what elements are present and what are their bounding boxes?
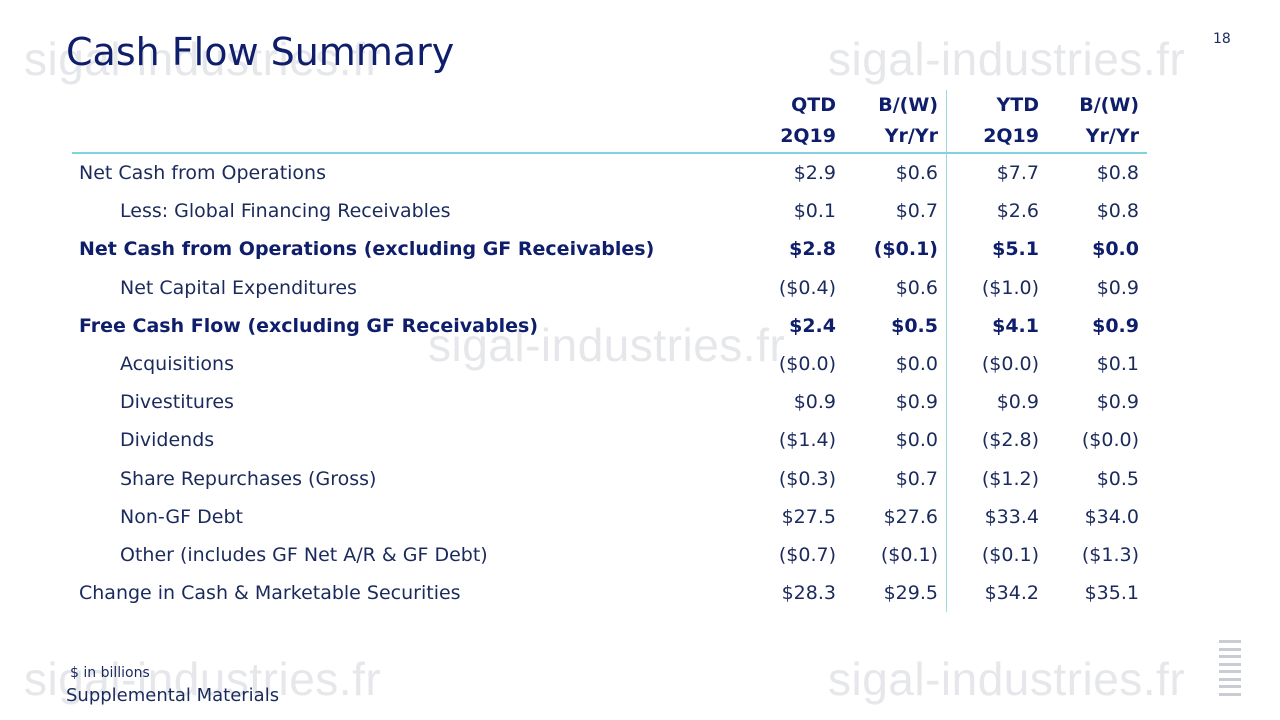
table-row: Non-GF Debt $27.5 $27.6 $33.4 $34.0 bbox=[72, 497, 1147, 536]
header-spacer bbox=[72, 121, 756, 154]
cell-value: $0.1 bbox=[793, 200, 836, 223]
cell-value: $35.1 bbox=[1084, 582, 1139, 605]
cell-value: $4.1 bbox=[992, 314, 1039, 337]
cell-value: $0.1 bbox=[1096, 353, 1139, 376]
cell-value: $33.4 bbox=[984, 505, 1039, 528]
cash-flow-table: QTD B/(W) YTD B/(W) 2Q19 Yr/Yr 2Q19 Yr/Y… bbox=[72, 90, 1147, 613]
watermark-text: sigal-industries.fr bbox=[828, 653, 1186, 705]
row-label: Other (includes GF Net A/R & GF Debt) bbox=[120, 543, 488, 566]
row-label: Net Cash from Operations bbox=[79, 162, 326, 185]
cell-value: $28.3 bbox=[781, 582, 836, 605]
cell-value: ($0.4) bbox=[778, 276, 836, 299]
cell-value: ($1.4) bbox=[778, 429, 836, 452]
cell-value: $0.5 bbox=[844, 306, 947, 345]
header-qtd-period: 2Q19 bbox=[756, 121, 844, 154]
cell-value: $0.6 bbox=[844, 268, 947, 307]
table-header-row: QTD B/(W) YTD B/(W) bbox=[72, 90, 1147, 121]
header-spacer bbox=[72, 90, 756, 121]
cell-value: ($2.8) bbox=[981, 429, 1039, 452]
row-label: Less: Global Financing Receivables bbox=[120, 200, 451, 223]
row-label: Net Capital Expenditures bbox=[120, 276, 357, 299]
cell-value: ($0.1) bbox=[981, 543, 1039, 566]
cell-value: $0.9 bbox=[1096, 276, 1139, 299]
row-label: Dividends bbox=[120, 429, 215, 452]
cell-value: ($0.1) bbox=[844, 230, 947, 269]
row-label: Share Repurchases (Gross) bbox=[120, 467, 377, 490]
table-row: Net Cash from Operations $2.9 $0.6 $7.7 … bbox=[72, 153, 1147, 193]
cell-value: $0.6 bbox=[844, 153, 947, 193]
cell-value: $0.8 bbox=[1096, 200, 1139, 223]
cell-value: $29.5 bbox=[844, 574, 947, 613]
cell-value: $0.7 bbox=[844, 192, 947, 231]
page-number: 18 bbox=[1213, 31, 1231, 47]
table-row: Divestitures $0.9 $0.9 $0.9 $0.9 bbox=[72, 383, 1147, 422]
table-row: Free Cash Flow (excluding GF Receivables… bbox=[72, 306, 1147, 345]
table-row: Dividends ($1.4) $0.0 ($2.8) ($0.0) bbox=[72, 421, 1147, 460]
watermark-text: sigal-industries.fr bbox=[24, 33, 382, 85]
cell-value: ($0.3) bbox=[778, 467, 836, 490]
watermark-text: sigal-industries.fr bbox=[828, 33, 1186, 85]
cell-value: $34.2 bbox=[984, 582, 1039, 605]
cell-value: $27.6 bbox=[844, 497, 947, 536]
cell-value: ($1.3) bbox=[1081, 543, 1139, 566]
watermark-text: sigal-industries.fr bbox=[24, 653, 382, 705]
cell-value: ($0.0) bbox=[778, 353, 836, 376]
page-title: Cash Flow Summary bbox=[66, 30, 455, 74]
table-row: Net Capital Expenditures ($0.4) $0.6 ($1… bbox=[72, 268, 1147, 307]
cell-value: $2.4 bbox=[789, 314, 836, 337]
cell-value: $2.6 bbox=[996, 200, 1039, 223]
cell-value: $0.8 bbox=[1096, 162, 1139, 185]
cell-value: ($0.0) bbox=[1081, 429, 1139, 452]
cell-value: ($0.7) bbox=[778, 543, 836, 566]
row-label: Acquisitions bbox=[120, 353, 234, 376]
cell-value: $2.9 bbox=[793, 162, 836, 185]
row-label: Change in Cash & Marketable Securities bbox=[79, 582, 461, 605]
cell-value: $2.8 bbox=[789, 238, 836, 261]
table-row: Share Repurchases (Gross) ($0.3) $0.7 ($… bbox=[72, 459, 1147, 498]
cell-value: $27.5 bbox=[781, 505, 836, 528]
header-bw-qtd: B/(W) bbox=[844, 90, 947, 121]
table-row: Other (includes GF Net A/R & GF Debt) ($… bbox=[72, 535, 1147, 575]
table-row: Less: Global Financing Receivables $0.1 … bbox=[72, 192, 1147, 231]
cell-value: $0.9 bbox=[996, 391, 1039, 414]
footer-label: Supplemental Materials bbox=[66, 685, 280, 706]
cell-value: $7.7 bbox=[996, 162, 1039, 185]
table-row: Net Cash from Operations (excluding GF R… bbox=[72, 230, 1147, 269]
ibm-logo-icon bbox=[1219, 640, 1241, 696]
cell-value: ($0.0) bbox=[981, 353, 1039, 376]
cell-value: $5.1 bbox=[992, 238, 1039, 261]
cell-value: $0.0 bbox=[844, 421, 947, 460]
cell-value: ($0.1) bbox=[844, 535, 947, 575]
table-header-row: 2Q19 Yr/Yr 2Q19 Yr/Yr bbox=[72, 121, 1147, 154]
units-footnote: $ in billions bbox=[70, 665, 150, 681]
cell-value: $0.0 bbox=[844, 344, 947, 384]
row-label: Non-GF Debt bbox=[120, 505, 243, 528]
cell-value: $0.9 bbox=[844, 383, 947, 422]
cell-value: $34.0 bbox=[1084, 505, 1139, 528]
header-ytd-period: 2Q19 bbox=[946, 121, 1047, 154]
row-label: Net Cash from Operations (excluding GF R… bbox=[79, 238, 655, 261]
row-label: Divestitures bbox=[120, 391, 234, 414]
row-label: Free Cash Flow (excluding GF Receivables… bbox=[79, 314, 538, 337]
table-row: Acquisitions ($0.0) $0.0 ($0.0) $0.1 bbox=[72, 344, 1147, 384]
header-ytd: YTD bbox=[996, 94, 1040, 116]
cell-value: $0.9 bbox=[793, 391, 836, 414]
watermark-text: sigal-industries.fr bbox=[428, 319, 786, 371]
cell-value: ($1.0) bbox=[981, 276, 1039, 299]
cell-value: $0.7 bbox=[844, 459, 947, 498]
cell-value: $0.9 bbox=[1092, 314, 1139, 337]
header-qtd: QTD bbox=[791, 94, 836, 116]
cell-value: ($1.2) bbox=[981, 467, 1039, 490]
cell-value: $0.0 bbox=[1092, 238, 1139, 261]
header-bw-qtd-period: Yr/Yr bbox=[844, 121, 947, 154]
cell-value: $0.5 bbox=[1096, 467, 1139, 490]
header-bw-ytd: B/(W) bbox=[1079, 94, 1139, 116]
header-bw-ytd-period: Yr/Yr bbox=[1047, 121, 1147, 154]
table-row: Change in Cash & Marketable Securities $… bbox=[72, 574, 1147, 613]
cell-value: $0.9 bbox=[1096, 391, 1139, 414]
